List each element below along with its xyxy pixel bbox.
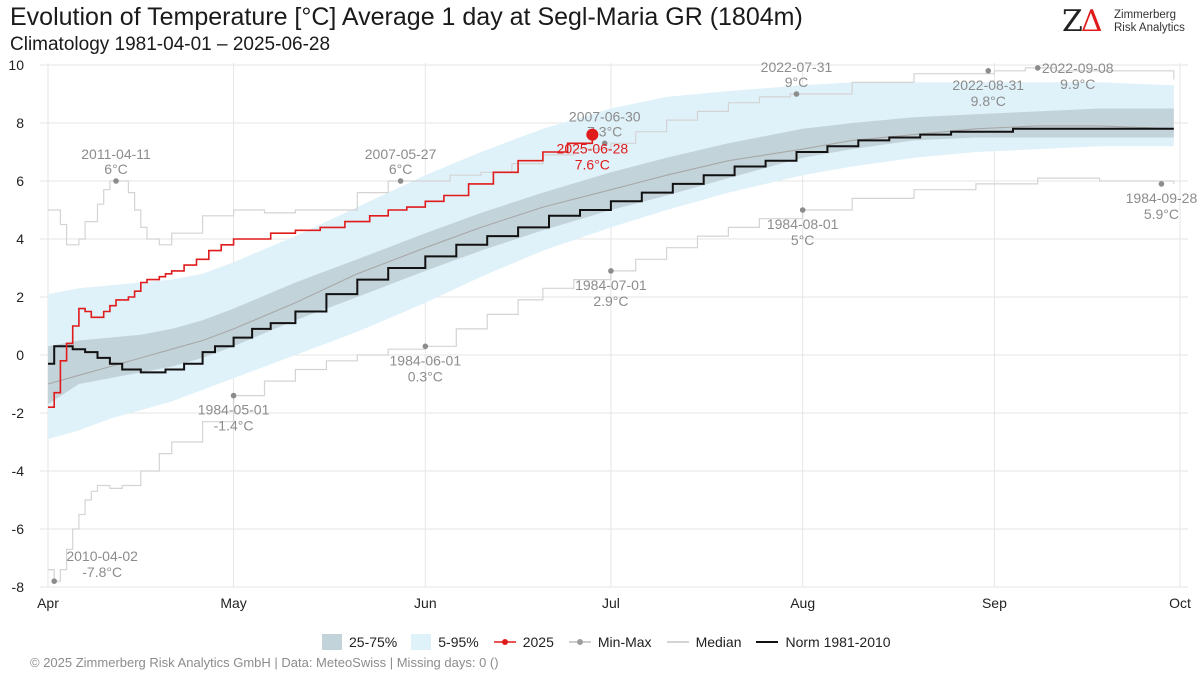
legend-label-minmax: Min-Max: [597, 634, 652, 650]
logo-mark: ZΔ: [1062, 4, 1103, 40]
point-extreme: [51, 578, 57, 584]
legend-item-minmax: Min-Max: [568, 634, 652, 650]
y-tick-label: -2: [12, 405, 25, 421]
logo-mark-z: Z: [1062, 4, 1083, 39]
annotation-date: 2010-04-02: [66, 548, 138, 564]
point-extreme: [601, 140, 608, 147]
series-lines: [47, 67, 1175, 582]
x-tick-label: Oct: [1169, 595, 1191, 611]
point-extreme: [1158, 181, 1165, 187]
point-extreme: [985, 68, 992, 74]
annotation-date: 1984-09-28: [1126, 190, 1198, 206]
legend-label-2025: 2025: [522, 634, 554, 650]
point-extreme: [422, 343, 429, 350]
legend-label-5-95: 5-95%: [438, 634, 479, 650]
annotation-date: 1984-06-01: [390, 352, 462, 368]
legend-item-5-95: 5-95%: [411, 634, 479, 650]
annotation-date: 2025-06-28: [557, 141, 629, 157]
series-median-line: [47, 125, 1174, 385]
axes: -8 -6 -4 -2 0 2 4 6 8 10 Apr May Jun Jul Aug Sep Oct: [8, 57, 1191, 611]
annotation-value: -1.4°C: [214, 418, 254, 434]
y-tick-label: 4: [16, 231, 24, 247]
legend-label-norm: Norm 1981-2010: [785, 634, 891, 650]
point-extreme: [1034, 65, 1041, 71]
annotation-date: 1984-05-01: [198, 402, 270, 418]
legend-item-25-75: 25-75%: [322, 634, 397, 650]
chart-title: Evolution of Temperature [°C] Average 1 …: [10, 3, 803, 31]
annotation-date: 2011-04-11: [81, 146, 151, 162]
footer-credits: © 2025 Zimmerberg Risk Analytics GmbH | …: [30, 655, 499, 670]
y-tick-label: -4: [12, 463, 25, 479]
annotation-value: 6°C: [104, 161, 128, 177]
legend-item-2025: 2025: [493, 634, 554, 650]
series-max-line: [48, 67, 1175, 246]
annotation-value: 9°C: [785, 74, 809, 90]
series-min-line: [48, 177, 1175, 582]
legend-label-25-75: 25-75%: [349, 634, 398, 650]
legend-symbol-norm: [756, 641, 779, 643]
annotation-value: 9.9°C: [1060, 76, 1095, 92]
x-tick-label: Jul: [602, 595, 620, 611]
annotations: 2011-04-116°C2007-05-276°C2007-06-307.3°…: [51, 59, 1197, 584]
annotation-value: 7.6°C: [575, 157, 610, 173]
annotation-value: 6°C: [389, 161, 413, 177]
point-extreme: [799, 207, 806, 213]
annotation-value: 2.9°C: [593, 293, 628, 309]
annotation-value: -7.8°C: [82, 564, 122, 580]
logo-text-line1: Zimmerberg: [1114, 9, 1176, 21]
point-2025-latest: [586, 128, 599, 141]
x-tick-label: Jun: [414, 595, 437, 611]
annotation-value: 9.8°C: [971, 93, 1006, 109]
logo: ZΔ Zimmerberg Risk Analytics: [1062, 4, 1192, 44]
legend-item-norm: Norm 1981-2010: [755, 634, 891, 650]
point-extreme: [230, 392, 237, 399]
point-extreme: [793, 91, 800, 97]
annotation-date: 1984-08-01: [767, 216, 839, 232]
logo-text: Zimmerberg Risk Analytics: [1114, 9, 1185, 35]
chart-subtitle: Climatology 1981-04-01 – 2025-06-28: [10, 34, 331, 55]
legend-symbol-minmax: [568, 639, 591, 645]
series-2025-line: [48, 134, 594, 408]
y-tick-label: 0: [16, 347, 24, 363]
legend-label-median: Median: [695, 634, 742, 650]
y-tick-label: -8: [12, 579, 25, 595]
legend-item-median: Median: [666, 634, 742, 650]
point-extreme: [113, 178, 119, 184]
y-tick-label: 8: [16, 115, 24, 131]
annotation-date: 1984-07-01: [575, 277, 647, 293]
y-tick-label: 10: [8, 57, 24, 73]
legend-symbol-median: [666, 641, 689, 643]
logo-text-line2: Risk Analytics: [1114, 22, 1185, 34]
annotation-date: 2022-08-31: [952, 77, 1024, 93]
legend-symbol-2025: [493, 639, 516, 645]
legend: 25-75% 5-95% 2025 Min-Max Median Norm 19…: [322, 632, 905, 652]
legend-swatch-5-95: [411, 634, 432, 650]
annotation-value: 5.9°C: [1144, 206, 1179, 222]
x-tick-label: Aug: [790, 595, 815, 611]
annotation-date: 2007-05-27: [365, 146, 437, 162]
x-tick-label: May: [220, 595, 246, 611]
point-extreme: [608, 268, 614, 274]
annotation-date: 2022-07-31: [761, 59, 833, 75]
annotation-value: 5°C: [791, 232, 815, 248]
point-extreme: [397, 178, 404, 184]
x-tick-label: Apr: [37, 595, 59, 611]
annotation-value: 0.3°C: [408, 368, 443, 384]
series-norm-line: [48, 127, 1174, 374]
y-tick-label: 2: [16, 289, 24, 305]
legend-swatch-25-75: [322, 634, 342, 650]
logo-mark-delta: Δ: [1080, 4, 1103, 39]
y-tick-label: 6: [16, 173, 24, 189]
bands: [48, 82, 1174, 440]
annotation-date: 2022-09-08: [1042, 60, 1114, 76]
x-tick-label: Sep: [982, 595, 1007, 611]
annotation-date: 2007-06-30: [569, 108, 641, 124]
y-tick-label: -6: [12, 521, 25, 537]
